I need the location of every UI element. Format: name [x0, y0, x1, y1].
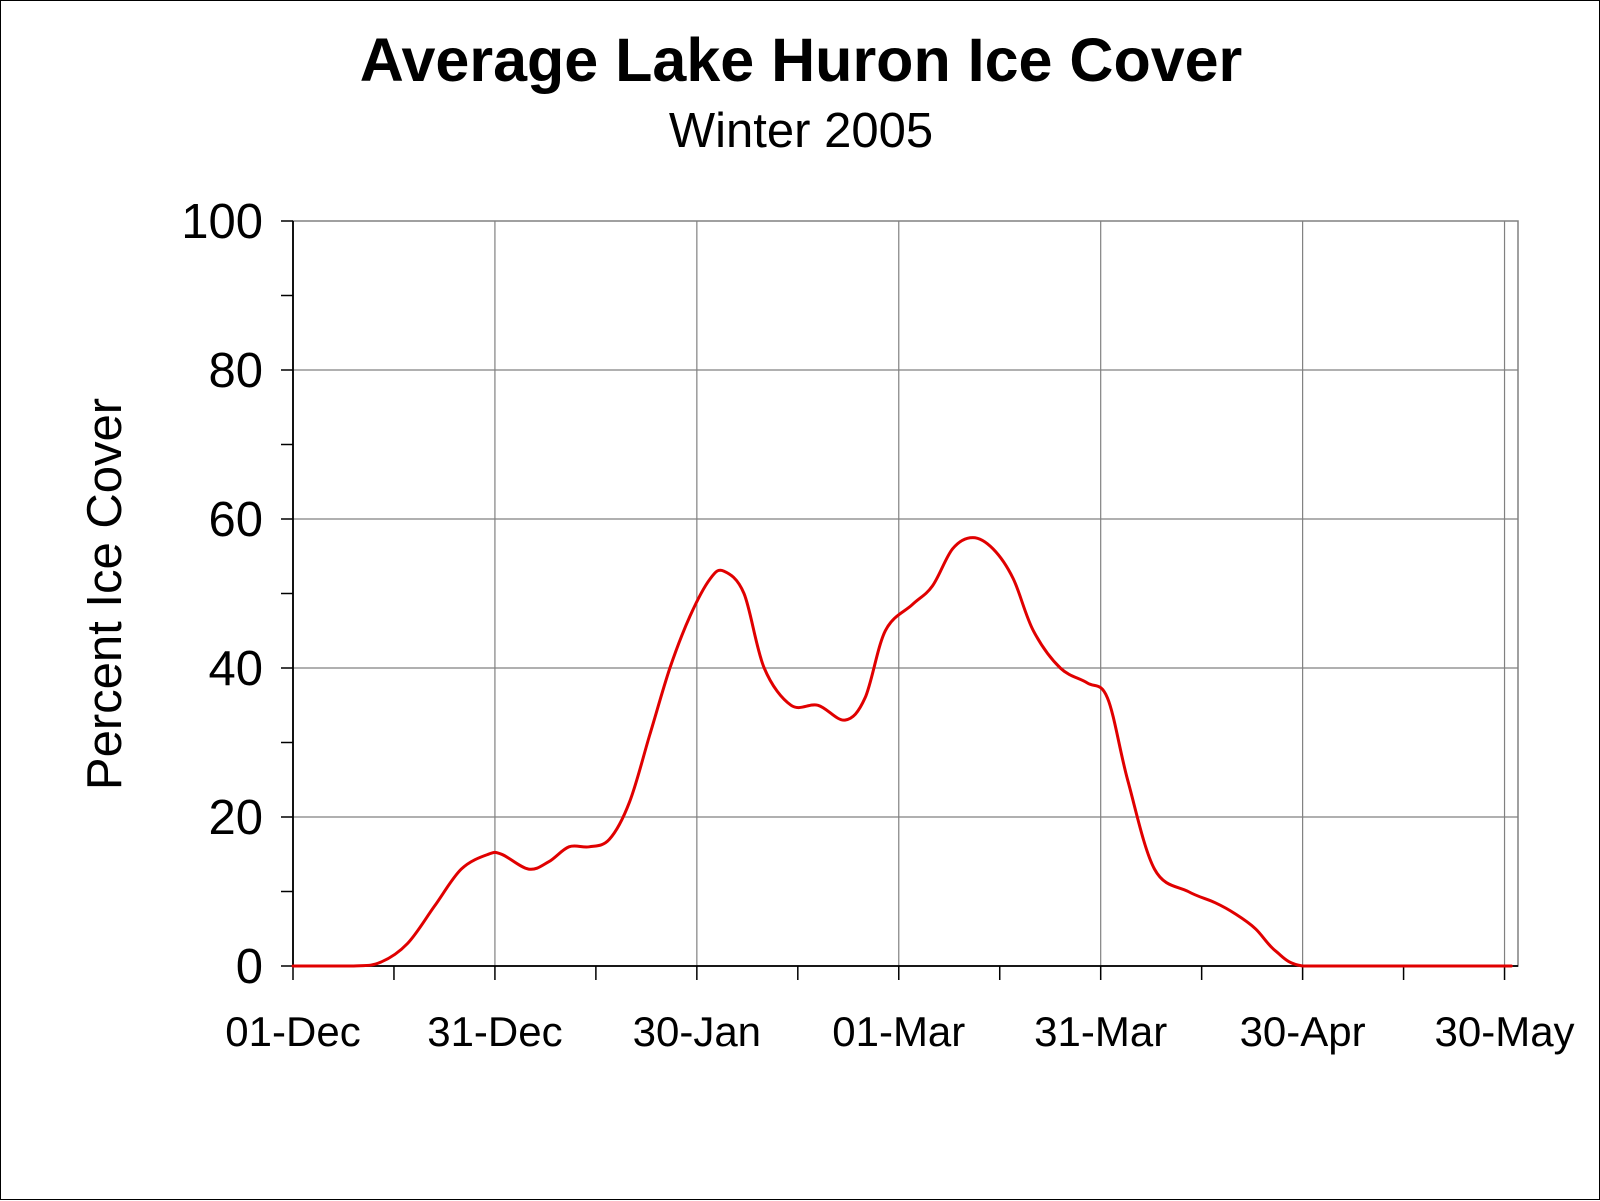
x-tick-label: 31-Dec: [427, 1008, 562, 1055]
data-point: [911, 604, 913, 606]
data-point: [844, 719, 846, 721]
data-point: [1187, 890, 1189, 893]
y-tick-label: 60: [208, 493, 263, 547]
series-line-ice-cover: [291, 536, 1513, 968]
data-point: [379, 961, 382, 963]
data-point: [743, 592, 745, 595]
data-point: [669, 667, 671, 669]
data-point: [864, 697, 866, 699]
y-tick-label: 20: [208, 791, 263, 845]
y-tick-label: 100: [181, 195, 263, 249]
x-tick-label: 01-Dec: [225, 1008, 360, 1055]
x-tick-label: 30-Apr: [1240, 1008, 1366, 1055]
data-point: [460, 868, 462, 870]
data-point: [1086, 682, 1088, 684]
data-point: [1510, 965, 1512, 967]
data-point: [817, 704, 819, 706]
data-point: [608, 838, 610, 841]
data-point: [763, 667, 765, 669]
x-tick-label: 30-May: [1435, 1008, 1575, 1055]
data-point: [884, 630, 886, 632]
data-point: [689, 615, 691, 617]
data-point: [1275, 950, 1277, 952]
grid-layer: [292, 220, 1519, 967]
x-tick-label: 01-Mar: [832, 1008, 965, 1055]
data-point: [406, 943, 408, 945]
data-point: [723, 570, 725, 572]
data-point: [1153, 868, 1156, 870]
data-point: [568, 846, 570, 848]
data-point: [1032, 630, 1034, 632]
data-point: [1012, 578, 1014, 580]
data-point: [1106, 697, 1108, 699]
data-point: [528, 868, 530, 870]
data-point: [628, 801, 631, 803]
y-tick-label: 0: [236, 940, 263, 994]
data-point: [952, 548, 954, 550]
plot-area-border: [292, 220, 1519, 967]
data-point: [649, 734, 651, 736]
data-point: [709, 578, 711, 580]
data-point: [1254, 928, 1257, 930]
data-point: [1302, 965, 1304, 967]
data-point: [292, 965, 294, 967]
x-tick-label: 30-Jan: [633, 1008, 761, 1055]
data-point: [433, 905, 435, 908]
chart-title: Average Lake Huron Ice Cover: [360, 26, 1243, 94]
y-tick-label: 80: [208, 344, 263, 398]
data-point: [992, 548, 994, 550]
y-tick-label: 40: [208, 642, 263, 696]
data-point: [501, 853, 503, 855]
y-axis-label: Percent Ice Cover: [78, 398, 132, 790]
data-point: [1214, 902, 1216, 904]
data-point: [1436, 965, 1438, 967]
chart-subtitle: Winter 2005: [669, 104, 933, 158]
x-tick-label: 31-Mar: [1034, 1008, 1167, 1055]
series-layer: [291, 536, 1513, 968]
data-point: [1369, 965, 1371, 967]
data-point: [548, 861, 550, 863]
data-point: [1127, 779, 1129, 781]
data-point: [790, 704, 792, 706]
tick-label-layer: 0 20 40 60 80 100 01-Dec 31-Dec 30-Jan 01-Mar 31-M…: [181, 195, 1574, 1055]
data-point: [1059, 667, 1061, 669]
data-point: [972, 537, 974, 539]
data-point: [931, 585, 934, 587]
data-point: [353, 965, 355, 967]
data-point: [588, 846, 590, 848]
data-point: [487, 853, 489, 855]
data-point: [1234, 913, 1236, 915]
